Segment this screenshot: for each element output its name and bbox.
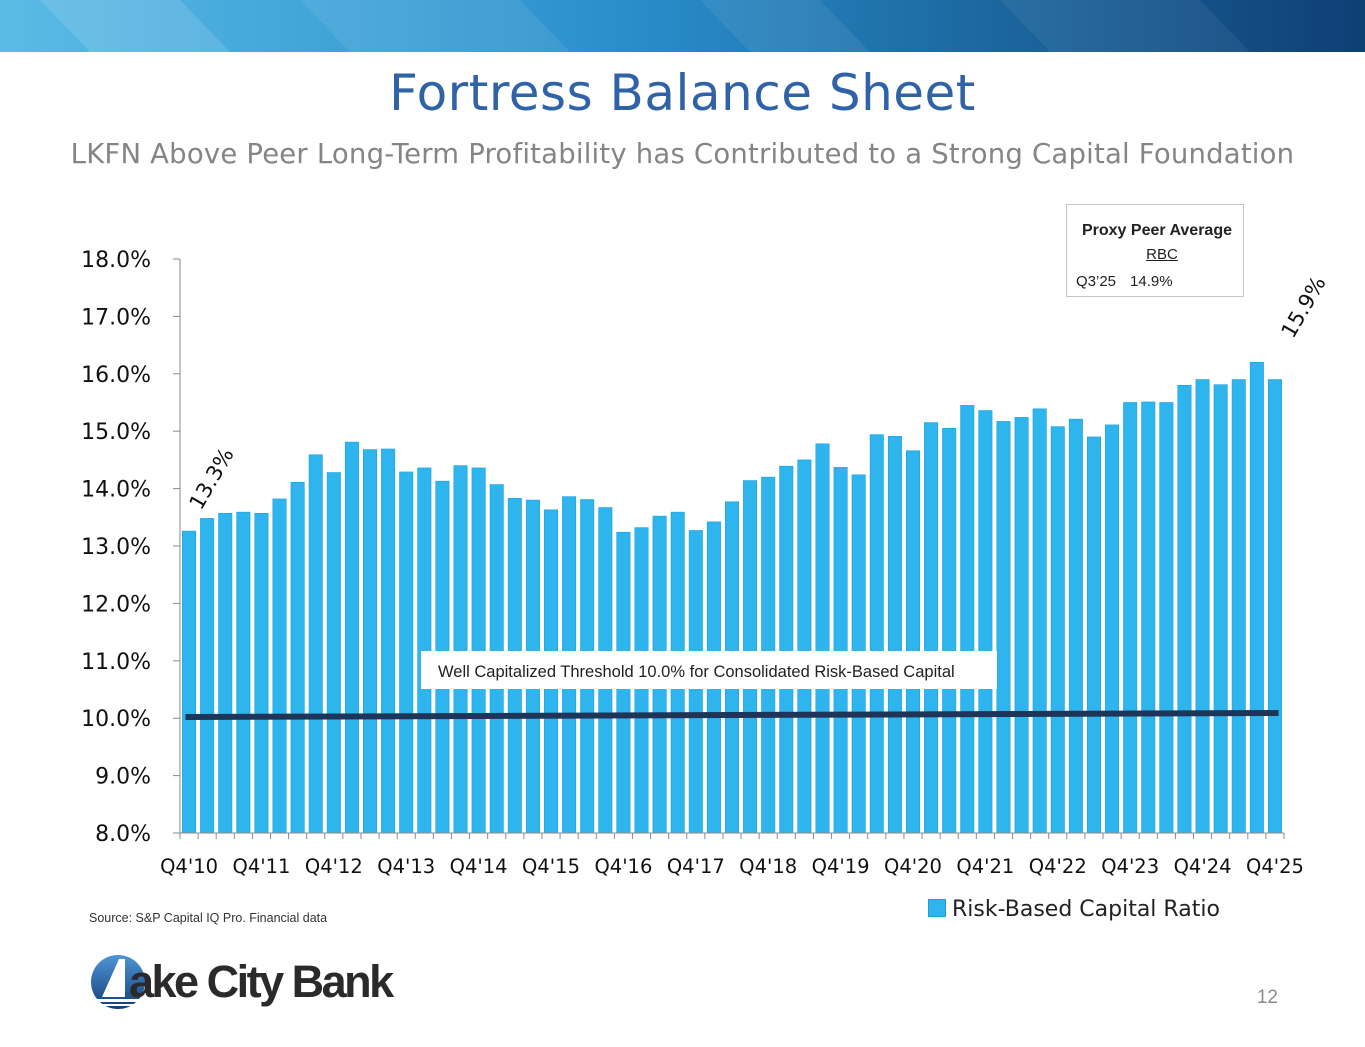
y-tick-label: 9.0% [95,765,151,790]
banner-graphic [0,0,1365,52]
bar [1267,379,1282,834]
x-tick-label: Q4'11 [232,855,290,878]
bar [1068,418,1083,834]
bar [942,428,957,834]
threshold-label: Well Capitalized Threshold 10.0% for Con… [438,663,955,681]
y-tick-label: 15.0% [81,420,151,445]
legend-swatch [928,898,946,917]
top-banner [0,0,1365,52]
bar [1105,424,1120,834]
x-tick-label: Q4'20 [884,855,942,878]
bar [1086,436,1101,834]
bar [833,467,848,834]
bar [399,471,414,834]
x-tick-label: Q4'21 [956,855,1014,878]
x-tick-label: Q4'14 [450,855,508,878]
x-tick-label: Q4'19 [812,855,870,878]
y-tick-label: 12.0% [81,592,151,617]
y-tick-label: 13.0% [81,535,151,560]
bar [1231,379,1246,834]
logo-text: ake City Bank [129,956,394,1007]
proxy-peer-average-box: Proxy Peer Average RBC Q3’25 14.9% [1066,204,1244,297]
bar [1050,426,1065,834]
legend-label: Risk-Based Capital Ratio [952,897,1220,922]
x-tick-label: Q4'10 [160,855,218,878]
last-value-annotation: 15.9% [1277,272,1331,342]
y-tick-label: 10.0% [81,707,151,732]
x-tick-label: Q4'12 [305,855,363,878]
bar [1123,402,1138,834]
bar [779,465,794,834]
x-tick-label: Q4'22 [1029,855,1087,878]
first-value-annotation: 13.3% [185,444,239,514]
bar [218,512,233,834]
peer-box-period: Q3’25 [1076,273,1117,290]
bar [996,421,1011,834]
bar [1159,402,1174,834]
y-tick-label: 14.0% [81,478,151,503]
bar [453,465,468,834]
bar [200,518,215,834]
bar [887,436,902,834]
peer-box-row: Q3’25 14.9% [1076,273,1173,290]
bar [1195,379,1210,834]
threshold-label-box [421,651,997,689]
x-tick-label: Q4'23 [1101,855,1159,878]
bar [1249,362,1264,834]
y-tick-label: 16.0% [81,363,151,388]
bar [363,449,378,834]
lake-city-bank-logo: ake City Bank [88,952,418,1014]
x-tick-label: Q4'13 [377,855,435,878]
peer-box-subtitle: RBC [1146,246,1178,263]
peer-box-title: Proxy Peer Average [1081,222,1232,239]
bar [797,459,812,834]
x-tick-label: Q4'24 [1174,855,1232,878]
bar [1014,417,1029,834]
bar [417,467,432,834]
bar [905,450,920,834]
bar [254,512,269,834]
x-tick-label: Q4'16 [594,855,652,878]
bar [924,422,939,834]
bar [1032,408,1047,834]
bar [1177,384,1192,834]
source-note: Source: S&P Capital IQ Pro. Financial da… [89,911,328,925]
bar [344,441,359,834]
y-tick-label: 17.0% [81,305,151,330]
x-tick-label: Q4'18 [739,855,797,878]
bar [960,405,975,834]
x-tick-label: Q4'25 [1246,855,1304,878]
bar [869,434,884,834]
bar [236,511,251,834]
chart-legend: Risk-Based Capital Ratio [928,897,1220,922]
bar [272,498,287,834]
bar [978,410,993,834]
bar [308,454,323,834]
bar [1141,401,1156,834]
page-number: 12 [1256,987,1278,1008]
y-tick-label: 11.0% [81,650,151,675]
page-title: Fortress Balance Sheet [389,64,976,122]
bar [326,472,341,834]
bar [381,448,396,834]
bar [290,481,305,834]
y-tick-label: 18.0% [81,248,151,273]
bar [1213,384,1228,834]
peer-box-value: 14.9% [1130,273,1173,290]
x-tick-label: Q4'17 [667,855,725,878]
bar [471,467,486,834]
risk-based-capital-chart: 8.0% 9.0% 10.0% 11.0% 12.0% 13.0% 14.0% 15.0% 16… [81,248,1331,878]
x-tick-label: Q4'15 [522,855,580,878]
page-subtitle: LKFN Above Peer Long-Term Profitability … [70,138,1295,170]
bar [815,443,830,834]
bar [182,530,197,834]
y-tick-label: 8.0% [95,822,151,847]
logo-emblem-icon [91,955,145,1009]
threshold-line [185,710,1279,721]
